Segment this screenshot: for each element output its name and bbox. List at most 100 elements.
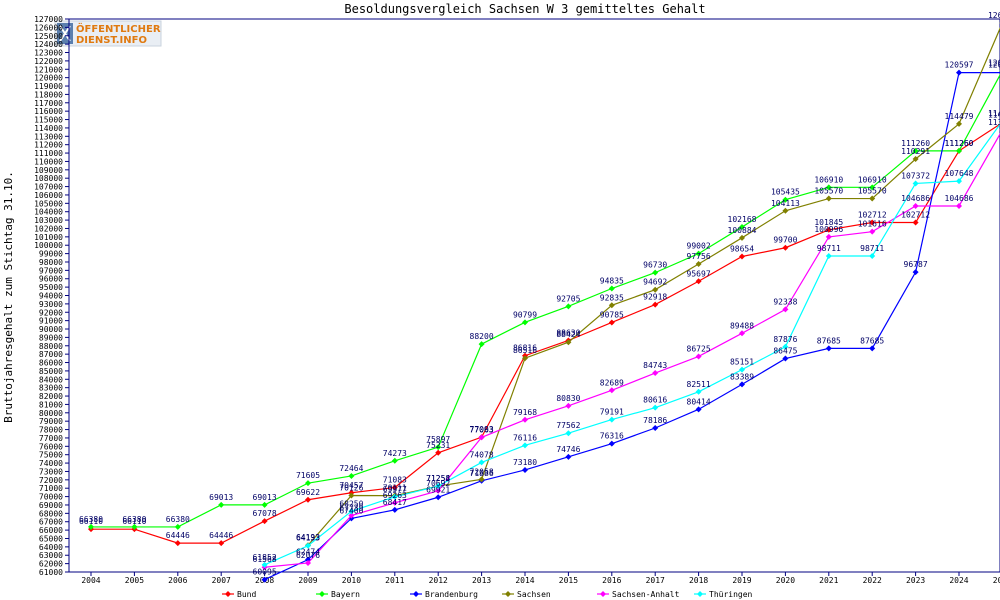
data-point-bund <box>174 540 181 547</box>
data-label-sachsen: 114479 <box>945 112 974 121</box>
data-point-bund <box>391 484 398 491</box>
y-tick-label: 67000 <box>39 518 63 527</box>
x-tick-label: 2007 <box>212 576 231 585</box>
y-tick-label: 93000 <box>39 300 63 309</box>
y-tick-label: 95000 <box>39 283 63 292</box>
series-line-thüringen <box>264 123 1000 566</box>
data-label-sachsen: 110291 <box>901 147 930 156</box>
data-point-bayern <box>261 501 268 508</box>
data-label-sachsen: 71254 <box>426 474 450 483</box>
data-point-bayern <box>739 224 745 231</box>
data-point-thüringen <box>782 343 789 350</box>
y-tick-label: 68000 <box>39 509 63 518</box>
data-label-sachsen: 88424 <box>556 330 580 339</box>
data-point-bund <box>608 319 615 326</box>
legend: Bund Bayern Brandenburg Sachsen Sachsen-Anha… <box>222 590 753 599</box>
y-tick-label: 78000 <box>39 426 63 435</box>
data-label-bayern: 69013 <box>209 493 233 502</box>
data-label-thüringen: 64133 <box>296 534 320 543</box>
data-label-bund: 77093 <box>470 425 494 434</box>
y-tick-label: 107000 <box>34 183 63 192</box>
legend-marker-sachsen <box>505 591 511 597</box>
data-label-sachsen: 64193 <box>296 533 320 542</box>
data-label-sachsen-anhalt: 67739 <box>339 504 363 513</box>
data-label-brandenburg: 76316 <box>600 432 624 441</box>
data-point-sachsen-anhalt <box>739 330 745 337</box>
data-point-sachsen-anhalt <box>608 387 615 394</box>
data-point-brandenburg <box>391 506 398 513</box>
y-tick-label: 75000 <box>39 451 63 460</box>
data-point-sachsen-anhalt <box>478 434 485 441</box>
data-point-sachsen-anhalt <box>435 487 442 494</box>
y-tick-label: 62000 <box>39 560 63 569</box>
data-label-bund: 102712 <box>901 211 930 220</box>
data-point-bayern <box>695 250 702 257</box>
data-label-bund: 102712 <box>858 211 887 220</box>
data-label-brandenburg: 68417 <box>383 498 407 507</box>
y-tick-label: 87000 <box>39 350 63 359</box>
y-tick-label: 79000 <box>39 417 63 426</box>
data-label-thüringen: 80616 <box>643 396 667 405</box>
legend-marker-bund <box>225 591 231 597</box>
data-label-bund: 64446 <box>209 531 233 540</box>
data-point-sachsen <box>739 234 745 241</box>
y-tick-label: 123000 <box>34 49 63 58</box>
data-label-bund: 69622 <box>296 488 320 497</box>
y-tick-label: 110000 <box>34 157 63 166</box>
data-label-brandenburg: 80414 <box>687 397 711 406</box>
data-label-thüringen: 79191 <box>600 408 624 417</box>
data-point-brandenburg <box>522 466 528 473</box>
data-label-brandenburg: 74746 <box>556 445 580 454</box>
y-tick-label: 112000 <box>34 141 63 150</box>
y-tick-label: 82000 <box>39 392 63 401</box>
legend-label-brandenburg: Brandenburg <box>425 590 478 599</box>
data-label-bayern: 99002 <box>687 242 711 251</box>
data-label-thüringen: 107648 <box>945 169 974 178</box>
data-label-sachsen-anhalt: 61568 <box>253 555 277 564</box>
data-label-thüringen: 76116 <box>513 433 537 442</box>
series-line-sachsen-anhalt <box>264 132 1000 568</box>
data-point-bund <box>435 449 442 456</box>
y-tick-label: 69000 <box>39 501 63 510</box>
data-label-sachsen-anhalt: 86725 <box>687 344 711 353</box>
data-point-brandenburg <box>782 355 789 362</box>
data-label-sachsen-anhalt: 100996 <box>814 225 843 234</box>
data-label-bayern: 106910 <box>814 175 843 184</box>
data-point-bayern <box>782 196 789 203</box>
data-label-brandenburg: 71886 <box>470 469 494 478</box>
data-label-bayern: 66380 <box>122 515 146 524</box>
data-label-bayern: 71605 <box>296 471 320 480</box>
y-tick-label: 125000 <box>34 32 63 41</box>
data-label-sachsen-anhalt: 101616 <box>858 220 887 229</box>
data-label-bund: 111260 <box>945 139 974 148</box>
y-tick-label: 118000 <box>34 90 63 99</box>
data-point-sachsen-anhalt <box>956 202 962 209</box>
data-label-bayern: 72464 <box>339 464 363 473</box>
data-label-bund: 71083 <box>383 476 407 485</box>
y-tick-label: 77000 <box>39 434 63 443</box>
data-label-sachsen: 126525 <box>988 11 1000 20</box>
data-label-bayern: 92705 <box>556 294 580 303</box>
data-point-sachsen <box>348 492 355 499</box>
y-tick-label: 121000 <box>34 65 63 74</box>
data-label-bund: 90785 <box>600 310 624 319</box>
legend-label-sachsen-anhalt: Sachsen-Anhalt <box>612 590 680 599</box>
data-label-bayern: 88200 <box>470 332 494 341</box>
y-tick-label: 61000 <box>39 568 63 577</box>
data-point-sachsen-anhalt <box>565 402 572 409</box>
data-point-thüringen <box>478 459 485 466</box>
data-point-bayern <box>131 523 138 530</box>
data-label-brandenburg: 87685 <box>817 336 841 345</box>
data-point-thüringen <box>912 180 919 187</box>
data-label-sachsen-anhalt: 70692 <box>426 479 450 488</box>
data-point-sachsen-anhalt <box>348 512 355 519</box>
y-tick-label: 111000 <box>34 149 63 158</box>
y-tick-label: 126000 <box>34 23 63 32</box>
y-tick-label: 91000 <box>39 317 63 326</box>
data-label-thüringen: 82511 <box>687 380 711 389</box>
y-tick-label: 90000 <box>39 325 63 334</box>
series-layer <box>88 22 1000 583</box>
data-label-sachsen-anhalt: 62076 <box>296 551 320 560</box>
data-point-thüringen <box>825 253 832 260</box>
data-point-sachsen-anhalt <box>825 233 832 240</box>
